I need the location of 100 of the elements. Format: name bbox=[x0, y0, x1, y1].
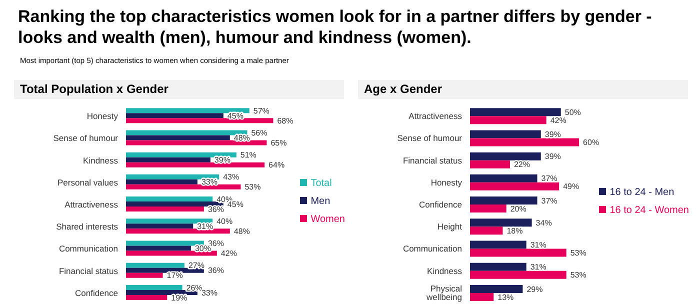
data-label: 13% bbox=[498, 292, 514, 302]
bar bbox=[126, 118, 274, 124]
data-label: 37% bbox=[541, 196, 558, 206]
data-label: 36% bbox=[208, 266, 224, 276]
data-label: 27% bbox=[188, 261, 204, 270]
bar bbox=[126, 130, 248, 136]
data-label: 39% bbox=[214, 156, 230, 165]
data-label: 33% bbox=[201, 178, 218, 187]
bar bbox=[470, 138, 580, 146]
data-label: 19% bbox=[171, 293, 188, 302]
data-label: 22% bbox=[514, 160, 530, 170]
bar bbox=[470, 248, 566, 257]
data-label: 68% bbox=[277, 116, 294, 126]
data-label: 60% bbox=[583, 138, 600, 148]
y-tick-label: Financial status bbox=[58, 266, 118, 276]
data-label: 26% bbox=[186, 283, 202, 292]
data-label: 29% bbox=[526, 284, 543, 294]
bar bbox=[126, 202, 224, 207]
bar bbox=[470, 160, 510, 168]
chart-title: Age x Gender bbox=[358, 80, 688, 99]
data-label: 34% bbox=[536, 218, 552, 228]
data-label: 42% bbox=[550, 116, 566, 125]
bar bbox=[126, 250, 217, 256]
data-label: 43% bbox=[223, 172, 240, 182]
data-label: 18% bbox=[506, 226, 523, 236]
bar bbox=[470, 226, 503, 235]
legend-label: Men bbox=[310, 196, 330, 206]
bar bbox=[470, 240, 526, 249]
data-label: 53% bbox=[570, 248, 586, 258]
bar bbox=[126, 184, 241, 190]
data-label: 31% bbox=[530, 240, 546, 250]
y-tick-label: Sense of humour bbox=[53, 133, 118, 144]
data-label: 39% bbox=[544, 130, 561, 140]
data-label: 17% bbox=[166, 271, 183, 280]
legend-label: Total bbox=[310, 178, 332, 188]
bar bbox=[126, 113, 224, 118]
bar bbox=[126, 284, 182, 290]
bar bbox=[470, 174, 538, 182]
text: Ranking the top characteristics women look for in a partner differs by gender - looks and wealth (men), humour and kindness (women). bbox=[18, 6, 653, 48]
y-tick-label: Height bbox=[437, 222, 463, 232]
y-tick-label: Personal values bbox=[58, 177, 118, 188]
bar bbox=[126, 179, 198, 184]
bar bbox=[126, 224, 194, 229]
bar bbox=[126, 262, 184, 268]
y-tick-label: Attractiveness bbox=[64, 200, 118, 210]
data-label: 65% bbox=[270, 138, 287, 148]
y-tick-label: Kindness bbox=[83, 155, 118, 166]
bar bbox=[470, 152, 541, 160]
bar bbox=[126, 174, 220, 180]
data-label: 40% bbox=[216, 216, 233, 226]
bar bbox=[126, 152, 236, 158]
data-label: 37% bbox=[541, 174, 558, 184]
bar bbox=[470, 204, 506, 213]
bar bbox=[470, 292, 494, 301]
bar bbox=[470, 108, 561, 116]
bar bbox=[126, 140, 267, 146]
bar bbox=[126, 294, 168, 300]
data-label: 36% bbox=[208, 204, 224, 214]
bar bbox=[126, 272, 163, 278]
data-label: 50% bbox=[564, 108, 581, 117]
legend-label: 16 to 24 - Women bbox=[610, 204, 689, 216]
y-tick-label: Communication bbox=[58, 244, 118, 254]
bar bbox=[126, 108, 250, 114]
y-tick-label: Honesty bbox=[430, 177, 463, 188]
y-tick-label: Sense of humour bbox=[397, 133, 462, 144]
y-tick-label: Kindness bbox=[427, 266, 462, 276]
y-tick-label: Honesty bbox=[86, 111, 119, 122]
data-label: 48% bbox=[234, 226, 250, 236]
bar bbox=[126, 196, 213, 202]
data-label: 20% bbox=[510, 204, 526, 214]
bar bbox=[470, 262, 526, 271]
data-label: 33% bbox=[201, 288, 218, 298]
bar bbox=[470, 284, 523, 293]
bar bbox=[470, 116, 546, 124]
data-label: 49% bbox=[563, 182, 580, 192]
legend-label: 16 to 24 - Men bbox=[610, 186, 674, 198]
bar bbox=[470, 182, 560, 190]
bar bbox=[470, 196, 538, 205]
data-label: 53% bbox=[570, 270, 586, 280]
bar bbox=[470, 130, 541, 138]
y-tick-label: Physical wellbeing bbox=[426, 284, 462, 302]
y-tick-label: Shared interests bbox=[56, 222, 118, 232]
y-tick-label: Financial status bbox=[402, 155, 462, 166]
data-label: 31% bbox=[530, 262, 546, 272]
y-tick-label: Communication bbox=[402, 244, 462, 254]
bar bbox=[126, 157, 210, 162]
y-tick-label: Confidence bbox=[74, 288, 118, 298]
bar bbox=[126, 135, 230, 140]
bar bbox=[126, 246, 191, 251]
data-label: 53% bbox=[244, 182, 261, 192]
data-label: 64% bbox=[268, 160, 285, 170]
data-label: 42% bbox=[220, 249, 237, 258]
bar bbox=[126, 218, 213, 224]
chart-title: Total Population x Gender bbox=[14, 80, 344, 99]
data-label: 57% bbox=[253, 106, 270, 116]
y-tick-label: Confidence bbox=[418, 200, 462, 210]
data-label: 39% bbox=[544, 152, 561, 162]
bar bbox=[126, 162, 265, 168]
data-label: 56% bbox=[251, 128, 268, 138]
bar bbox=[126, 206, 204, 212]
